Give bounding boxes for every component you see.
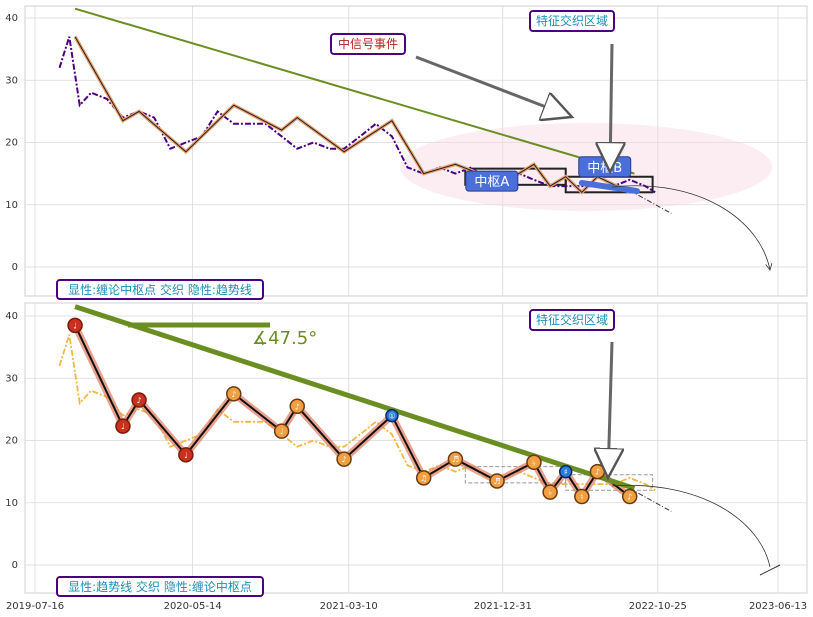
feature-area-arrow-top [610, 43, 612, 172]
y-tick-label: 20 [5, 436, 18, 447]
chan-point-symbol: ♭ [548, 488, 552, 497]
chan-point-symbol: ♫ [420, 474, 427, 483]
chan-point-symbol: ① [388, 412, 395, 421]
chan-point-symbol: ♪ [595, 468, 600, 477]
chan-point-symbol: ♬ [452, 455, 459, 464]
chan-point [542, 484, 558, 500]
x-tick-label: 2022-10-25 [629, 601, 687, 612]
chan-point [489, 473, 505, 489]
y-tick-label: 40 [5, 13, 18, 24]
chan-point [273, 423, 290, 439]
chan-point-symbol: ♩ [280, 427, 284, 436]
chan-point-symbol: ♪ [342, 455, 347, 464]
y-tick-label: 0 [12, 560, 18, 571]
y-tick-label: 30 [5, 373, 18, 384]
chan-point-symbol: ♪ [137, 396, 142, 405]
chan-point [415, 470, 432, 486]
x-axis-ticks: 2019-07-16 2020-05-14 2021-03-10 2021-12-31… [6, 601, 807, 612]
chan-point [558, 464, 573, 479]
feature-area-box-top: 特征交织区域 [529, 10, 615, 32]
chan-point [336, 451, 352, 467]
chan-point [385, 408, 399, 423]
y-tick-label: 30 [5, 75, 18, 86]
chan-point-symbol: ♪ [295, 402, 300, 411]
x-tick-label: 2023-06-13 [749, 601, 807, 612]
svg-text:显性:缠论中枢点 交织 隐性:趋势线: 显性:缠论中枢点 交织 隐性:趋势线 [68, 282, 252, 297]
top-grid: 0 10 20 30 40 [5, 6, 807, 296]
chan-point-symbol: ♪ [231, 390, 236, 399]
y-tick-label: 40 [5, 311, 18, 322]
chan-point-symbol: ♭ [532, 458, 536, 467]
y-tick-label: 0 [12, 262, 18, 273]
extension-line [629, 487, 672, 512]
chan-point [447, 451, 464, 467]
y-tick-label: 10 [5, 498, 18, 509]
y-tick-label: 10 [5, 200, 18, 211]
chan-point-symbol: ♪ [627, 493, 632, 502]
y-tick-label: 20 [5, 138, 18, 149]
trend-line [74, 7, 635, 175]
top-panel-label: 显性:缠论中枢点 交织 隐性:趋势线 [56, 279, 264, 300]
signal-event-arrow [415, 55, 572, 117]
chan-point [178, 447, 194, 463]
chan-point-symbol: ♩ [184, 451, 188, 460]
top-panel-frame [24, 5, 808, 297]
x-tick-label: 2020-05-14 [164, 601, 222, 612]
chan-point [621, 488, 638, 505]
chan-point [131, 392, 147, 408]
x-tick-label: 2019-07-16 [6, 601, 64, 612]
chan-point [67, 317, 83, 334]
bottom-curved-line [611, 485, 771, 568]
chan-point-symbol: ♩ [73, 321, 77, 330]
x-tick-label: 2021-03-10 [320, 601, 378, 612]
feature-area-box-bottom: 特征交织区域 [529, 309, 615, 331]
bottom-chart-marks: ♩ ♩ ♪ ♩ ♪ ♩ ♪ ♪ ① ♫ ♬ ♬ ♭ ♭ ♯ ♮ ♪ ♪ [58, 304, 672, 512]
x-tick-label: 2021-12-31 [474, 601, 532, 612]
bottom-panel-frame [24, 302, 808, 594]
svg-text:特征交织区域: 特征交织区域 [536, 312, 608, 327]
angle-label: ∡47.5° [252, 328, 317, 349]
zhongshu-label: 中枢A [474, 175, 509, 190]
bottom-panel-label: 显性:趋势线 交织 隐性:缠论中枢点 [56, 576, 264, 597]
svg-text:中信号事件: 中信号事件 [338, 36, 398, 51]
top-curved-arrow [611, 185, 770, 270]
chan-point [526, 454, 542, 471]
stroke-line [74, 36, 630, 194]
chan-point-symbol: ♬ [493, 477, 500, 486]
svg-text:特征交织区域: 特征交织区域 [536, 13, 608, 28]
chan-point-symbol: ♩ [121, 422, 125, 431]
chan-point [115, 418, 131, 434]
extension-line [629, 189, 672, 214]
zhongshu-label-bg [465, 170, 519, 192]
trend-line [74, 304, 636, 491]
price-series-line [58, 36, 656, 194]
chan-point [289, 398, 305, 415]
zhongshu-b-band [578, 179, 640, 195]
signal-event-box: 中信号事件 [330, 33, 406, 55]
bottom-grid: 0 10 20 30 40 [5, 303, 807, 593]
svg-text:显性:趋势线 交织 隐性:缠论中枢点: 显性:趋势线 交织 隐性:缠论中枢点 [68, 579, 252, 594]
zhongshu-label: 中枢B [587, 161, 622, 176]
feature-area-arrow-bottom [608, 341, 612, 478]
chan-point-symbol: ♯ [564, 468, 568, 477]
chan-point-symbol: ♮ [580, 493, 583, 502]
chan-point [226, 386, 242, 402]
chan-point [574, 488, 590, 505]
bottom-curve-end-bar [759, 564, 781, 576]
